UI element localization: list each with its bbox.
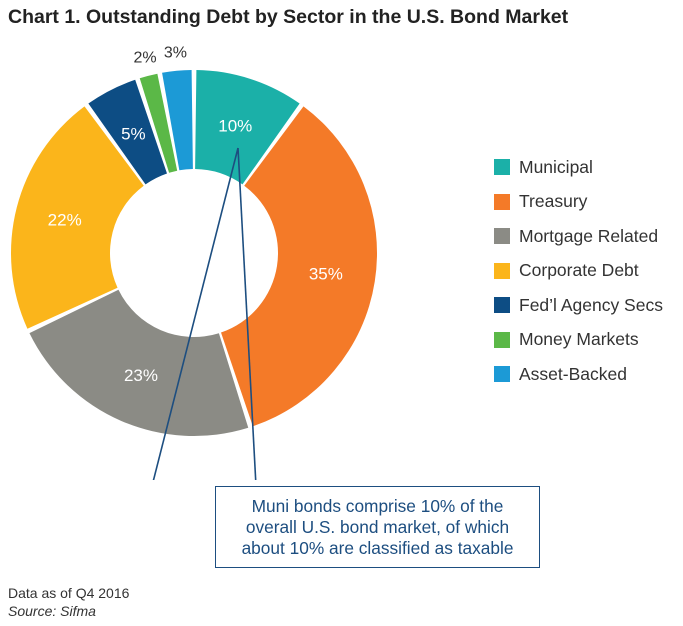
slice-money-markets: [139, 73, 178, 173]
callout-box: Muni bonds comprise 10% of the overall U…: [215, 486, 540, 568]
legend-label: Money Markets: [519, 329, 639, 350]
slice-corporate-debt: [10, 106, 144, 329]
data-label-municipal: 10%: [218, 117, 252, 136]
legend-label: Corporate Debt: [519, 260, 639, 281]
legend-label: Mortgage Related: [519, 225, 659, 246]
slice-treasury: [221, 106, 377, 427]
callout-line-2: overall U.S. bond market, of which: [245, 516, 510, 537]
legend-label: Asset-Backed: [519, 363, 627, 384]
slice-asset-backed: [162, 70, 193, 171]
data-label-treasury: 35%: [309, 264, 343, 283]
legend-swatch: [494, 331, 510, 348]
callout-pointer-line-1: [152, 147, 239, 480]
legend-item-treasury: Treasury: [494, 185, 663, 220]
legend-swatch: [494, 228, 510, 245]
legend-label: Treasury: [519, 191, 588, 212]
legend-item-mortgage-related: Mortgage Related: [494, 219, 663, 254]
slice-fed-l-agency-secs: [88, 79, 167, 185]
source-note: Source: Sifma: [8, 603, 96, 619]
data-label-asset-backed: 3%: [164, 44, 187, 61]
legend-swatch: [494, 366, 510, 383]
legend-item-municipal: Municipal: [494, 150, 663, 185]
slice-municipal: [195, 70, 300, 185]
legend-item-corporate-debt: Corporate Debt: [494, 254, 663, 289]
legend-item-asset-backed: Asset-Backed: [494, 357, 663, 392]
data-label-mortgage-related: 23%: [124, 366, 158, 385]
callout-text: Muni bonds comprise 10% of the overall U…: [242, 496, 514, 559]
footer-note: Data as of Q4 2016 Source: Sifma: [8, 584, 129, 620]
legend-label: Fed’l Agency Secs: [519, 294, 663, 315]
donut-labels: 10% 35% 23% 22% 5% 2% 3%: [48, 44, 343, 385]
donut-chart: 10% 35% 23% 22% 5% 2% 3%: [10, 44, 377, 480]
chart-title: Chart 1. Outstanding Debt by Sector in t…: [8, 6, 569, 28]
callout-line-3: about 10% are classified as taxable: [241, 537, 514, 558]
legend-label: Municipal: [519, 156, 593, 177]
data-label-corporate-debt: 22%: [48, 210, 82, 229]
legend-item-fed-l-agency-secs: Fed’l Agency Secs: [494, 288, 663, 323]
donut-slices: [10, 70, 377, 436]
callout-pointer-line-2: [237, 147, 257, 480]
legend: Municipal Treasury Mortgage Related Corpora…: [494, 150, 663, 392]
data-label-fed-l-agency-secs: 5%: [121, 125, 146, 144]
legend-item-money-markets: Money Markets: [494, 323, 663, 358]
data-date-note: Data as of Q4 2016: [8, 585, 130, 601]
legend-swatch: [494, 193, 510, 210]
legend-swatch: [494, 262, 510, 279]
callout-lines: [152, 147, 257, 480]
data-label-money-markets: 2%: [133, 50, 156, 67]
legend-swatch: [494, 297, 510, 314]
callout-line-1: Muni bonds comprise 10% of the: [251, 495, 504, 516]
slice-mortgage-related: [29, 289, 249, 436]
legend-swatch: [494, 159, 510, 176]
